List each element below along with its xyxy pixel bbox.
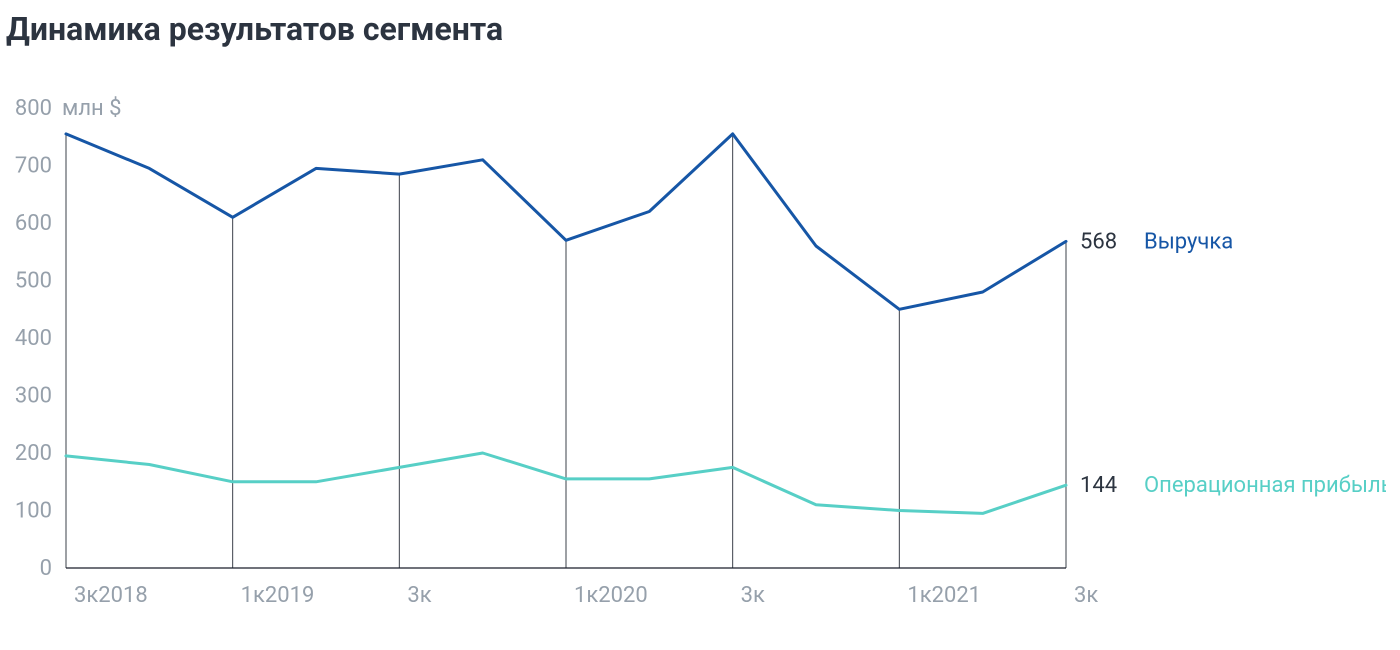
x-tick-label: 3к	[407, 583, 431, 608]
line-chart-svg: 0 100 200 300 400 500 600 700 800 млн $ 3к2018 1к20…	[6, 88, 1386, 628]
y-tick-label: 300	[15, 384, 52, 409]
y-tick-label: 700	[15, 154, 52, 179]
x-tick-label: 1к2021	[907, 583, 981, 608]
y-tick-label: 100	[15, 499, 52, 524]
x-tick-label: 3к2018	[74, 583, 148, 608]
series-end-value-op_profit: 144	[1080, 473, 1117, 498]
chart-title: Динамика результатов сегмента	[6, 10, 1400, 48]
x-tick-label: 3к	[741, 583, 765, 608]
y-tick-label: 800	[15, 96, 52, 121]
series-legend-op_profit: Операционная прибыль	[1144, 473, 1386, 498]
y-tick-label: 200	[15, 441, 52, 466]
series-legend-revenue: Выручка	[1144, 229, 1233, 254]
chart-area: 0 100 200 300 400 500 600 700 800 млн $ 3к2018 1к20…	[6, 88, 1386, 628]
x-tick-label: 1к2020	[574, 583, 648, 608]
y-tick-label: 500	[15, 269, 52, 294]
series-end-value-revenue: 568	[1080, 229, 1117, 254]
x-tick-label: 1к2019	[241, 583, 315, 608]
y-unit-label: млн $	[62, 96, 122, 121]
y-tick-label: 600	[15, 211, 52, 236]
x-tick-label: 3к	[1074, 583, 1098, 608]
y-tick-label: 0	[40, 556, 52, 581]
y-tick-label: 400	[15, 326, 52, 351]
